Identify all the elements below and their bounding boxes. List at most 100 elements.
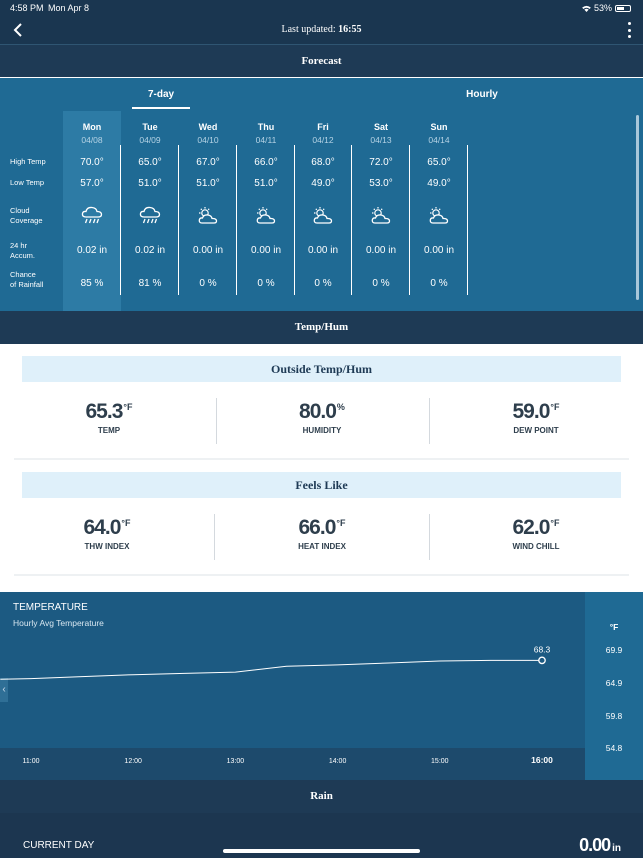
forecast-day-tue[interactable]: Tue 04/09 65.0° 51.0° 0.02 in 81 % xyxy=(121,111,179,311)
thw-value: 64.0 xyxy=(83,516,122,539)
status-time: 4:58 PM xyxy=(10,3,44,13)
chill-unit: °F xyxy=(550,518,560,528)
high-temp: 68.0° xyxy=(311,157,335,168)
metric-humidity: 80.0% HUMIDITY xyxy=(227,400,417,435)
day-date: 04/11 xyxy=(255,135,277,145)
column-divider xyxy=(351,145,352,295)
x-tick-label: 13:00 xyxy=(227,758,245,765)
heat-unit: °F xyxy=(336,518,346,528)
last-updated: Last updated: 16:55 xyxy=(0,24,643,35)
status-date: Mon Apr 8 xyxy=(48,3,90,13)
day-name: Mon xyxy=(82,122,102,132)
column-divider xyxy=(120,145,121,295)
last-data-point[interactable] xyxy=(538,656,546,665)
forecast-tabs: 7-day Hourly xyxy=(0,78,643,111)
forecast-day-fri[interactable]: Fri 04/12 68.0° 49.0° 0.00 in 0 % xyxy=(294,111,352,311)
x-tick-label: 11:00 xyxy=(23,758,40,765)
chevron-left-icon[interactable]: ‹ xyxy=(0,678,8,702)
humidity-unit: % xyxy=(336,402,345,412)
column-divider xyxy=(409,145,410,295)
tab-hourly[interactable]: Hourly xyxy=(466,89,498,100)
temp-unit: °F xyxy=(123,402,133,412)
day-name: Thu xyxy=(257,122,275,132)
x-tick-label: 15:00 xyxy=(431,758,449,765)
metric-temp: 65.3°F TEMP xyxy=(14,400,204,435)
tab-7-day[interactable]: 7-day xyxy=(132,78,190,111)
temphum-section-title: Temp/Hum xyxy=(0,311,643,344)
rain-cloud-icon xyxy=(81,206,103,226)
day-name: Sat xyxy=(373,122,388,132)
divider xyxy=(214,514,215,560)
day-name: Fri xyxy=(317,122,329,132)
day-name: Tue xyxy=(142,122,158,132)
chance-rain: 0 % xyxy=(372,278,390,289)
forecast-day-sat[interactable]: Sat 04/13 72.0° 53.0° 0.00 in 0 % xyxy=(352,111,410,311)
day-date: 04/12 xyxy=(312,135,334,145)
divider xyxy=(216,398,217,444)
wifi-icon xyxy=(582,5,591,12)
status-right: 53% xyxy=(582,3,631,13)
last-point-label: 68.3 xyxy=(534,644,551,654)
humidity-value: 80.0 xyxy=(299,400,337,423)
accum-value: 0.00 in xyxy=(365,245,397,256)
high-temp: 72.0° xyxy=(369,157,393,168)
low-temp: 51.0° xyxy=(138,178,162,189)
home-indicator[interactable] xyxy=(223,849,420,853)
low-temp: 53.0° xyxy=(369,178,393,189)
chill-value: 62.0 xyxy=(512,516,551,539)
accum-value: 0.00 in xyxy=(192,245,224,256)
chart-subtitle: Hourly Avg Temperature xyxy=(13,618,104,628)
temp-label: TEMP xyxy=(97,426,121,435)
partly-cloudy-icon xyxy=(197,206,219,226)
day-date: 04/09 xyxy=(139,135,161,145)
app-header: Last updated: 16:55 xyxy=(0,16,643,44)
accum-value: 0.00 in xyxy=(307,245,339,256)
column-divider xyxy=(467,145,468,295)
metric-thw: 64.0°F THW INDEX xyxy=(12,516,202,551)
temp-value: 65.3 xyxy=(85,400,124,423)
chance-rain: 0 % xyxy=(314,278,332,289)
forecast-day-thu[interactable]: Thu 04/11 66.0° 51.0° 0.00 in 0 % xyxy=(237,111,295,311)
row-label-accum: 24 hr Accum. xyxy=(10,241,36,260)
chart-y-axis xyxy=(585,592,643,780)
column-divider xyxy=(294,145,295,295)
battery-percent: 53% xyxy=(593,3,612,13)
day-name: Sun xyxy=(430,122,448,132)
y-tick-label: 54.8 xyxy=(606,743,623,753)
x-tick-label: 12:00 xyxy=(124,758,142,765)
low-temp: 51.0° xyxy=(254,178,278,189)
y-axis-unit: °F xyxy=(610,622,619,632)
x-tick-label: 16:00 xyxy=(531,755,553,765)
x-tick-label: 14:00 xyxy=(329,758,347,765)
partly-cloudy-icon xyxy=(428,206,450,226)
back-arrow-icon[interactable] xyxy=(10,20,28,40)
chance-rain: 81 % xyxy=(138,278,162,289)
rain-section-title: Rain xyxy=(0,780,643,813)
feels-card-title: Feels Like xyxy=(22,472,621,498)
more-menu-icon[interactable] xyxy=(625,22,633,38)
rain-current-value: 0.00 in xyxy=(579,835,621,855)
row-label-low: Low Temp xyxy=(10,178,45,187)
divider xyxy=(429,514,430,560)
forecast-grid: High Temp Low Temp Cloud Coverage 24 hr Ac… xyxy=(0,111,643,311)
divider xyxy=(429,398,430,444)
day-name: Wed xyxy=(198,122,218,132)
high-temp: 65.0° xyxy=(138,157,162,168)
y-tick-label: 59.8 xyxy=(606,711,623,721)
forecast-day-sun[interactable]: Sun 04/14 65.0° 49.0° 0.00 in 0 % xyxy=(410,111,468,311)
day-date: 04/14 xyxy=(428,135,450,145)
forecast-day-mon[interactable]: Mon 04/08 70.0° 57.0° 0.02 in 85 % xyxy=(63,111,121,311)
low-temp: 49.0° xyxy=(427,178,451,189)
forecast-scrollbar[interactable] xyxy=(636,115,639,300)
chance-rain: 0 % xyxy=(257,278,275,289)
card-divider xyxy=(14,458,629,460)
chart-x-axis-band xyxy=(0,748,585,780)
rain-current-label: CURRENT DAY xyxy=(23,840,95,851)
forecast-day-wed[interactable]: Wed 04/10 67.0° 51.0° 0.00 in 0 % xyxy=(179,111,237,311)
partly-cloudy-icon xyxy=(255,206,277,226)
high-temp: 65.0° xyxy=(427,157,451,168)
dew-label: DEW POINT xyxy=(513,426,559,435)
metric-dew-point: 59.0°F DEW POINT xyxy=(441,400,631,435)
chart-title: TEMPERATURE xyxy=(13,602,88,613)
heat-value: 66.0 xyxy=(298,516,337,539)
